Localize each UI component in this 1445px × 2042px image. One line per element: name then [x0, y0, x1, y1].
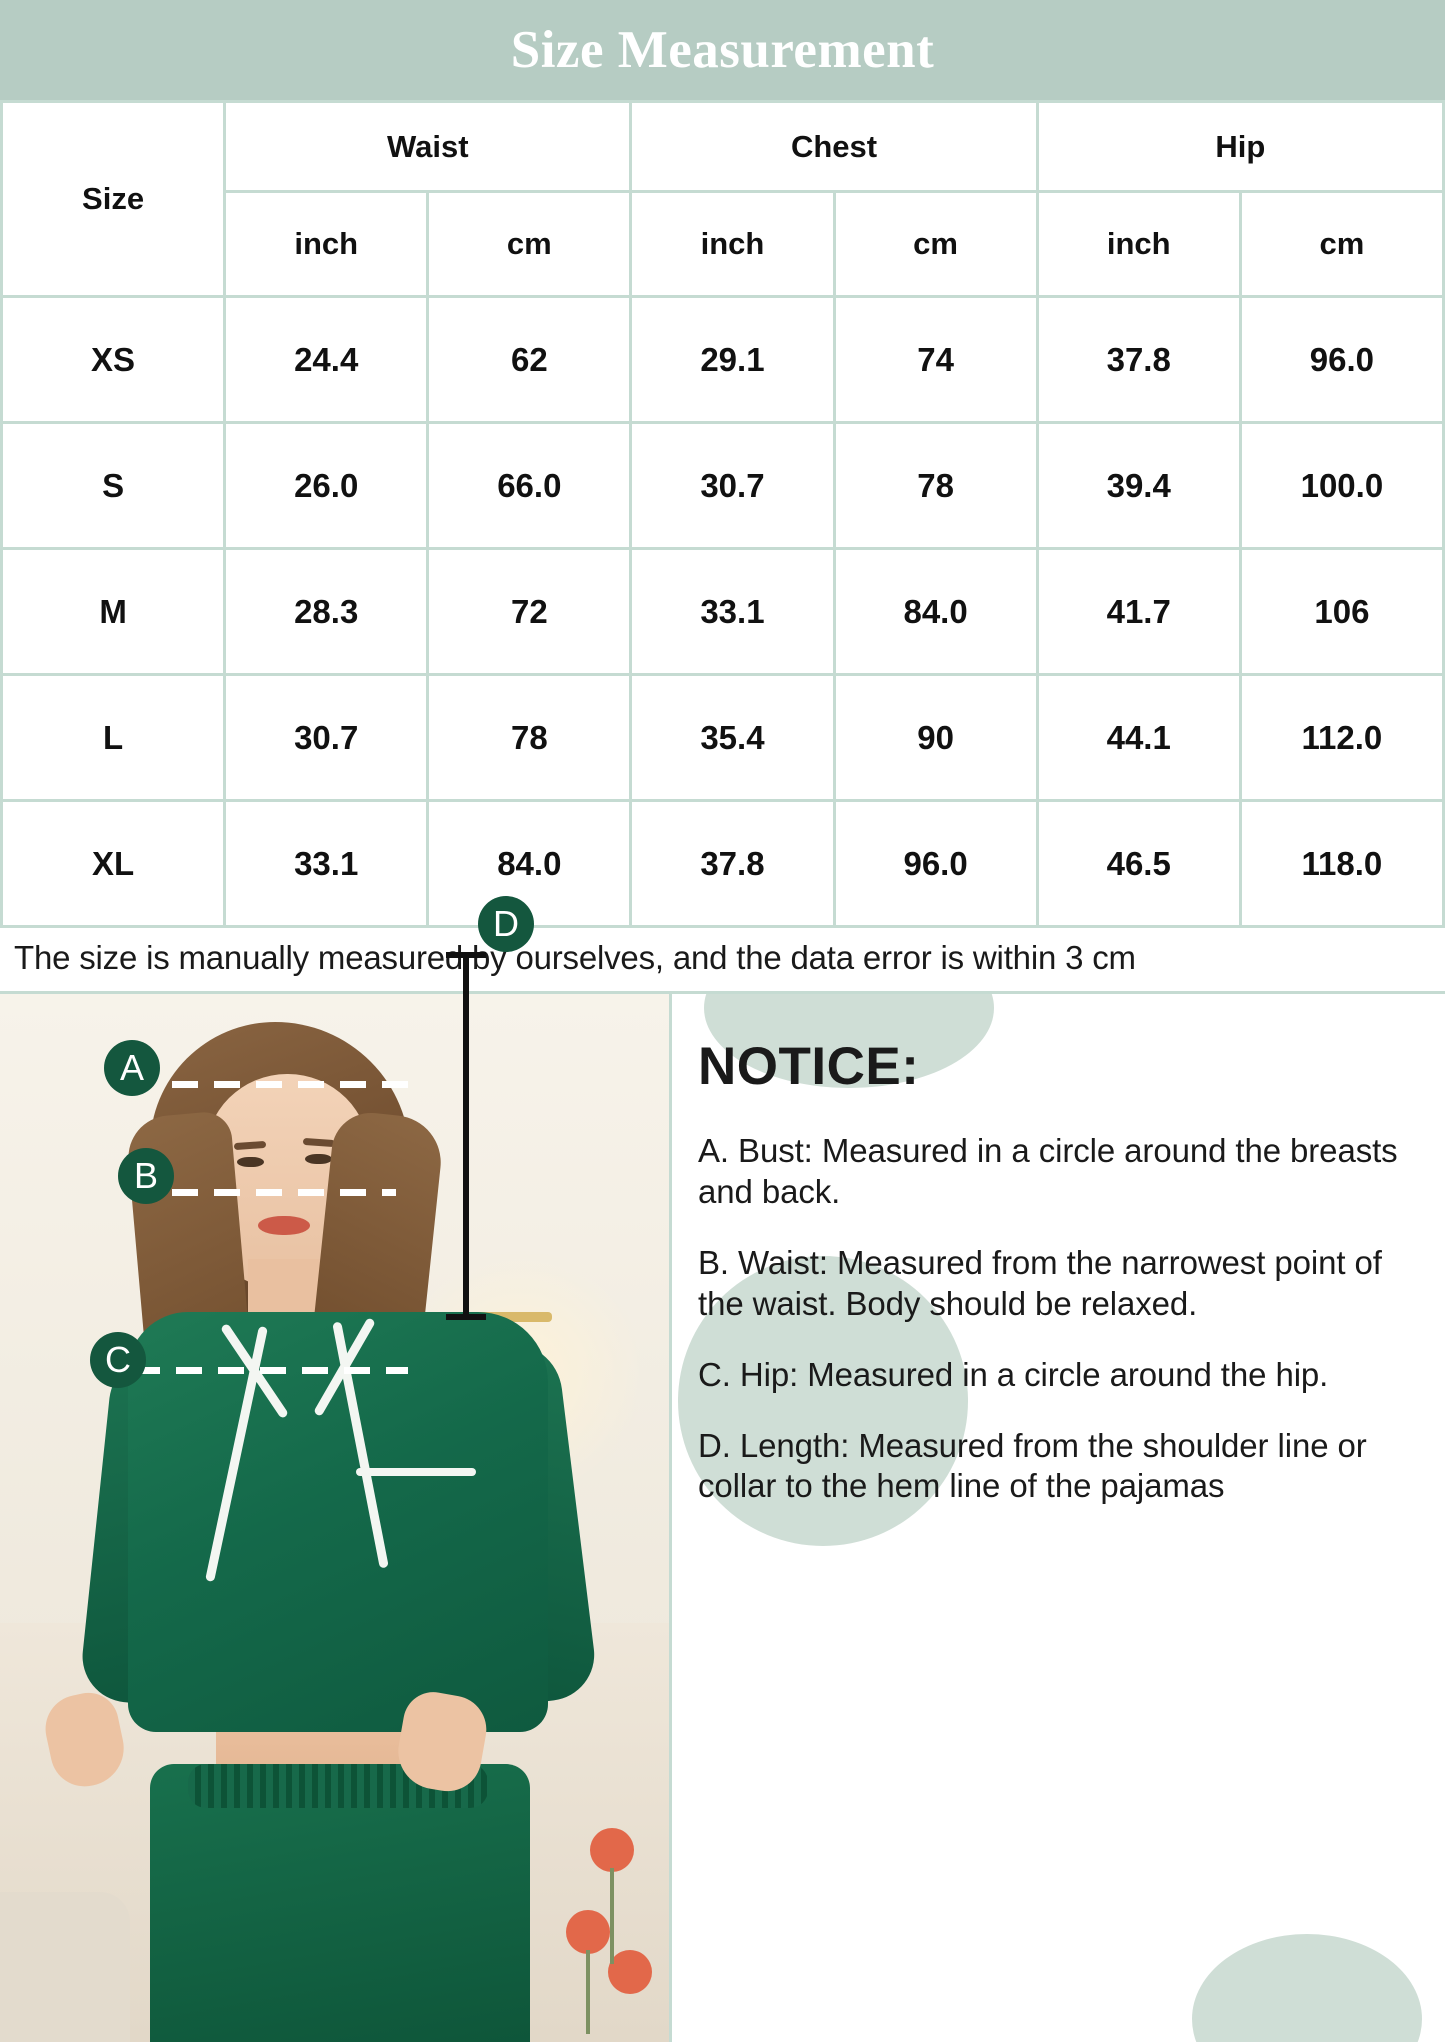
cell-chest-inch: 29.1 [629, 295, 836, 424]
decorative-blob [1192, 1934, 1422, 2042]
table-row: M 28.3 72 33.1 84.0 41.7 106 [0, 547, 1445, 676]
cell-waist-inch: 33.1 [223, 799, 430, 928]
hand-left [39, 1687, 131, 1793]
column-header-hip-cm: cm [1238, 190, 1445, 298]
size-measurement-table: Size Waist Chest Hip inch cm inch cm inc… [0, 100, 1445, 928]
cell-waist-inch: 28.3 [223, 547, 430, 676]
cell-size: M [0, 547, 227, 676]
notice-item-bust: A. Bust: Measured in a circle around the… [698, 1132, 1398, 1210]
cell-waist-inch: 26.0 [223, 421, 430, 550]
notice-item-waist: B. Waist: Measured from the narrowest po… [698, 1243, 1382, 1322]
cell-hip-inch: 41.7 [1035, 547, 1242, 676]
flower-decoration [556, 1824, 669, 2042]
cell-waist-cm: 66.0 [426, 421, 633, 550]
cell-waist-cm: 72 [426, 547, 633, 676]
cell-chest-cm: 96.0 [832, 799, 1039, 928]
cell-chest-cm: 84.0 [832, 547, 1039, 676]
cell-chest-inch: 33.1 [629, 547, 836, 676]
marker-badge-c: C [90, 1332, 146, 1388]
length-line-bottom-cap [446, 1314, 486, 1320]
page-title: Size Measurement [510, 21, 935, 79]
column-header-size: Size [0, 100, 227, 298]
cell-hip-inch: 46.5 [1035, 799, 1242, 928]
lips [258, 1216, 310, 1235]
table-row: S 26.0 66.0 30.7 78 39.4 100.0 [0, 421, 1445, 550]
cell-waist-cm: 78 [426, 673, 633, 802]
column-header-chest-inch: inch [629, 190, 836, 298]
cell-hip-cm: 118.0 [1238, 799, 1445, 928]
table-row: L 30.7 78 35.4 90 44.1 112.0 [0, 673, 1445, 802]
lamp-rod [470, 1312, 552, 1322]
cell-hip-inch: 44.1 [1035, 673, 1242, 802]
measurement-disclaimer: The size is manually measured by ourselv… [0, 928, 1445, 994]
measurement-line-bust [172, 1081, 412, 1088]
eye-left [237, 1157, 264, 1167]
measurement-line-length [463, 952, 469, 1320]
cell-chest-inch: 37.8 [629, 799, 836, 928]
cell-chest-cm: 90 [832, 673, 1039, 802]
cell-hip-cm: 100.0 [1238, 421, 1445, 550]
chest-pocket [356, 1468, 476, 1542]
table-header-row-groups: Size Waist Chest Hip [0, 100, 1445, 298]
column-header-hip-inch: inch [1035, 190, 1242, 298]
cell-size: L [0, 673, 227, 802]
cell-size: XS [0, 295, 227, 424]
column-group-chest: Chest [629, 100, 1039, 193]
table-row: XL 33.1 84.0 37.8 96.0 46.5 118.0 [0, 799, 1445, 928]
cell-waist-inch: 24.4 [223, 295, 430, 424]
notice-item-hip: C. Hip: Measured in a circle around the … [698, 1355, 1329, 1393]
cell-hip-inch: 37.8 [1035, 295, 1242, 424]
measurement-line-hip [134, 1367, 408, 1374]
cell-waist-inch: 30.7 [223, 673, 430, 802]
decorative-blob [678, 1256, 968, 1546]
cell-chest-inch: 30.7 [629, 421, 836, 550]
cell-chest-cm: 78 [832, 421, 1039, 550]
cell-hip-cm: 96.0 [1238, 295, 1445, 424]
notice-panel: NOTICE: A. Bust: Measured in a circle ar… [672, 994, 1445, 2042]
cell-hip-cm: 106 [1238, 547, 1445, 676]
header-bar: Size Measurement [0, 0, 1445, 100]
marker-badge-b: B [118, 1148, 174, 1204]
notice-title: NOTICE: [698, 1037, 920, 1096]
column-group-hip: Hip [1035, 100, 1445, 193]
cell-size: XL [0, 799, 227, 928]
column-header-waist-cm: cm [426, 190, 633, 298]
measurement-line-waist [172, 1189, 396, 1196]
cell-hip-cm: 112.0 [1238, 673, 1445, 802]
eye-right [305, 1154, 332, 1164]
bottom-section: NOTICE: A. Bust: Measured in a circle ar… [0, 994, 1445, 2042]
table-row: XS 24.4 62 29.1 74 37.8 96.0 [0, 295, 1445, 424]
marker-badge-d: D [478, 896, 534, 952]
column-header-chest-cm: cm [832, 190, 1039, 298]
notice-item-length: D. Length: Measured from the shoulder li… [698, 1426, 1367, 1505]
cell-size: S [0, 421, 227, 550]
product-photo [0, 994, 672, 2042]
column-group-waist: Waist [223, 100, 633, 193]
cell-hip-inch: 39.4 [1035, 421, 1242, 550]
marker-badge-a: A [104, 1040, 160, 1096]
column-header-waist-inch: inch [223, 190, 430, 298]
table-header-row-units: inch cm inch cm inch cm [2, 190, 1445, 298]
cell-chest-inch: 35.4 [629, 673, 836, 802]
cell-waist-cm: 62 [426, 295, 633, 424]
cell-chest-cm: 74 [832, 295, 1039, 424]
